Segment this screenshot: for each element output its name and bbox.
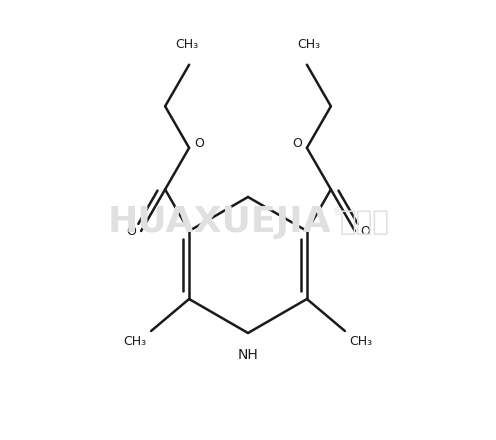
Text: CH₃: CH₃ bbox=[124, 334, 147, 348]
Text: CH₃: CH₃ bbox=[349, 334, 372, 348]
Text: O: O bbox=[292, 137, 302, 150]
Text: NH: NH bbox=[238, 348, 258, 362]
Text: CH₃: CH₃ bbox=[176, 38, 199, 51]
Text: CH₃: CH₃ bbox=[297, 38, 320, 51]
Text: O: O bbox=[126, 224, 136, 238]
Text: O: O bbox=[360, 224, 370, 238]
Text: ®: ® bbox=[333, 207, 343, 217]
Text: 化学加: 化学加 bbox=[340, 208, 390, 236]
Text: HUAXUEJIA: HUAXUEJIA bbox=[108, 205, 332, 239]
Text: O: O bbox=[194, 137, 204, 150]
